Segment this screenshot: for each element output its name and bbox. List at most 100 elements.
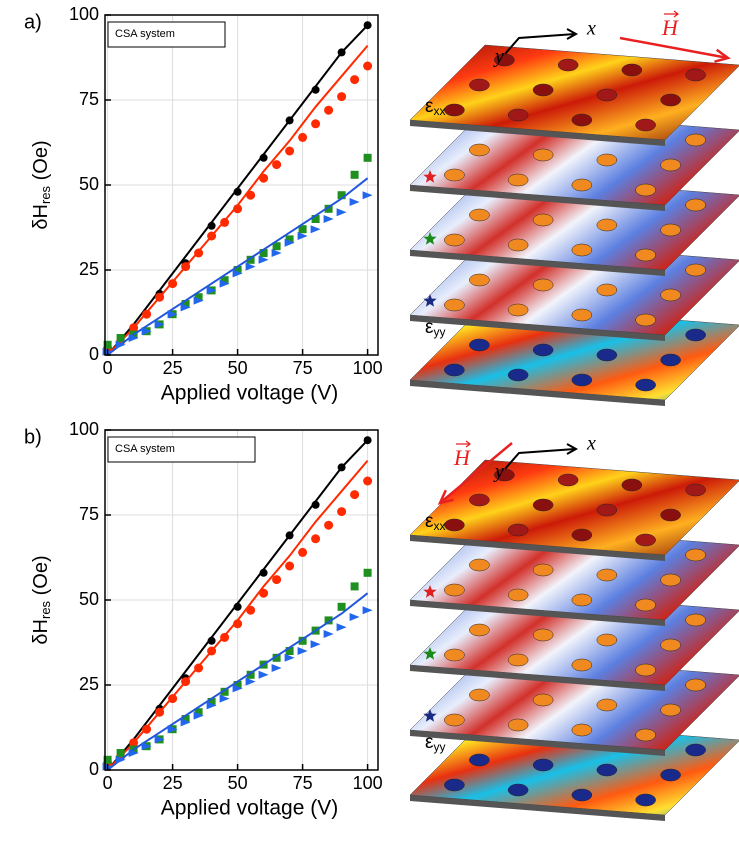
text-part: res bbox=[38, 185, 53, 204]
grain bbox=[532, 758, 554, 772]
axis-letter: y bbox=[493, 46, 504, 68]
x-tick-label: 25 bbox=[163, 773, 183, 793]
grain bbox=[494, 53, 515, 67]
data-point bbox=[298, 547, 308, 557]
data-point bbox=[311, 534, 321, 544]
grain bbox=[685, 613, 706, 627]
text-part: xx bbox=[433, 104, 445, 118]
x-tick-label: 100 bbox=[353, 358, 383, 378]
data-point bbox=[350, 582, 359, 591]
grain bbox=[596, 698, 618, 712]
grain bbox=[685, 483, 706, 497]
grain bbox=[444, 713, 465, 727]
data-point bbox=[116, 749, 125, 757]
grain bbox=[685, 68, 706, 82]
text-part: res bbox=[38, 600, 53, 619]
data-point bbox=[116, 334, 125, 342]
field-arrowhead bbox=[714, 48, 731, 63]
grain bbox=[596, 153, 618, 167]
grain bbox=[444, 233, 465, 247]
grain bbox=[444, 648, 465, 662]
fit-line bbox=[106, 592, 369, 771]
grain bbox=[685, 133, 706, 147]
data-point bbox=[115, 755, 126, 764]
grain bbox=[571, 593, 593, 607]
grain bbox=[532, 278, 554, 292]
grain bbox=[635, 378, 656, 392]
grain bbox=[469, 558, 490, 572]
grain bbox=[571, 243, 593, 257]
data-point bbox=[349, 613, 360, 621]
data-point bbox=[285, 647, 294, 655]
data-point bbox=[337, 602, 346, 611]
x-axis-label: Applied voltage (V) bbox=[161, 797, 338, 820]
text-part: yy bbox=[433, 325, 445, 339]
grain bbox=[532, 563, 554, 577]
data-point bbox=[284, 238, 295, 247]
grain bbox=[571, 113, 593, 127]
slab bbox=[409, 44, 739, 141]
panel-label: b) bbox=[24, 426, 42, 448]
slab-side bbox=[410, 185, 665, 211]
grain bbox=[532, 628, 554, 642]
data-point bbox=[246, 255, 255, 264]
y-tick-label: 25 bbox=[79, 674, 99, 694]
strain-label: εyy bbox=[425, 732, 445, 754]
axis-letter: x bbox=[586, 433, 596, 455]
text-part: δH bbox=[30, 619, 52, 645]
field-arrow bbox=[439, 442, 513, 504]
data-point bbox=[232, 269, 243, 278]
grain bbox=[685, 678, 706, 692]
grain bbox=[596, 568, 618, 582]
y-tick-label: 100 bbox=[69, 419, 99, 439]
data-point bbox=[115, 340, 126, 349]
grain bbox=[507, 653, 529, 667]
field-label: H bbox=[661, 15, 679, 40]
vector-arrow bbox=[664, 10, 679, 18]
grain bbox=[469, 688, 490, 702]
text-part: δH bbox=[30, 204, 52, 230]
y-tick-label: 75 bbox=[79, 89, 99, 109]
grain bbox=[469, 623, 490, 637]
grain bbox=[660, 223, 681, 237]
y-tick-label: 75 bbox=[79, 504, 99, 524]
field-arrow bbox=[619, 36, 729, 60]
grain bbox=[635, 248, 656, 262]
fit-line bbox=[106, 44, 369, 356]
axis-letter: x bbox=[586, 18, 596, 40]
fit-line bbox=[106, 177, 369, 356]
legend-box bbox=[107, 436, 256, 463]
fit-line bbox=[106, 439, 369, 771]
grain bbox=[635, 793, 656, 807]
grain bbox=[571, 373, 593, 387]
data-point bbox=[128, 334, 139, 342]
grain bbox=[660, 703, 681, 717]
data-point bbox=[297, 232, 308, 240]
y-tick-label: 0 bbox=[89, 759, 99, 779]
slab-side bbox=[410, 730, 665, 756]
grain bbox=[444, 103, 465, 117]
grain bbox=[685, 328, 706, 342]
fit-line bbox=[106, 459, 369, 771]
data-point bbox=[233, 266, 242, 274]
axis-arrows bbox=[504, 443, 579, 470]
data-point bbox=[194, 708, 203, 717]
grain bbox=[660, 353, 681, 367]
star-marker bbox=[423, 170, 437, 183]
star-marker bbox=[423, 647, 437, 660]
data-point bbox=[324, 204, 333, 213]
grain bbox=[557, 473, 579, 487]
data-point bbox=[271, 664, 282, 672]
grain bbox=[685, 198, 706, 212]
data-point bbox=[324, 105, 334, 115]
grain bbox=[571, 528, 593, 542]
grain bbox=[635, 663, 656, 677]
data-point bbox=[285, 235, 294, 244]
data-point bbox=[298, 225, 307, 234]
text-part: xx bbox=[433, 519, 445, 533]
data-point bbox=[323, 215, 334, 223]
grain bbox=[621, 63, 643, 77]
grain bbox=[469, 753, 490, 767]
text-part: ε bbox=[425, 96, 434, 117]
data-point bbox=[272, 160, 282, 170]
